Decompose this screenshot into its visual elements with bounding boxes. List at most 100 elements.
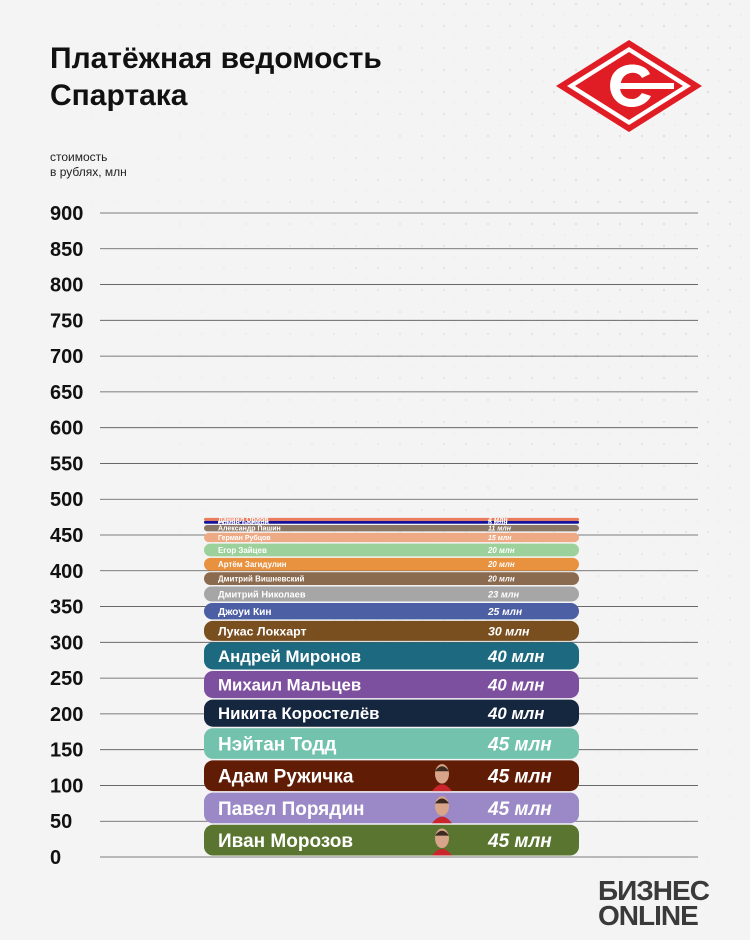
bar-segment: Дмитрий Вишневский 20 млн (204, 572, 579, 586)
bar-segment: Герман Рубцов 15 млн (204, 532, 579, 543)
bar-segment: Нэйтан Тодд 45 млн (204, 728, 579, 759)
bar-segment: Роман Бычков 6 млн (204, 520, 579, 527)
y-tick-label: 700 (50, 346, 83, 368)
bar-name-label: Никита Коростелёв (218, 704, 379, 723)
bar-value-label: 45 млн (487, 799, 552, 820)
bar-name-label: Адам Ружичка (218, 767, 354, 788)
bar-value-label: 11 млн (488, 526, 512, 533)
bar-value-label: 25 млн (487, 607, 522, 618)
y-tick-label: 600 (50, 418, 83, 440)
bar-rect (204, 670, 579, 699)
y-tick-label: 0 (50, 847, 61, 869)
player-photo-icon (432, 796, 452, 824)
bar-segment: Лукас Локхарт 30 млн (204, 620, 579, 641)
bar-rect (204, 699, 579, 727)
y-tick-label: 250 (50, 668, 83, 690)
bar-value-label: 45 млн (487, 831, 552, 852)
bar-name-label: Даниил Орлов (218, 517, 269, 524)
bar-segment: Даниил Орлов 4 млн (204, 517, 579, 524)
bar-segment: Артём Загидулин 20 млн (204, 557, 579, 571)
bar-value-label: 40 млн (487, 647, 544, 666)
bar-segment: Михаил Мальцев 40 млн (204, 670, 579, 699)
y-tick-label: 50 (50, 811, 72, 833)
spartak-logo-icon (556, 40, 702, 132)
bar-segment: Александр Пашин 11 млн (204, 524, 579, 533)
y-tick-label: 750 (50, 310, 83, 332)
bar-value-label: 6 млн (488, 520, 508, 527)
y-axis-label: стоимость в рублях, млн (50, 150, 127, 180)
player-photo-icon (432, 764, 452, 792)
bar-value-label: 45 млн (487, 767, 552, 788)
bar-rect (204, 602, 579, 620)
y-tick-label: 650 (50, 382, 83, 404)
y-axis-label-line-1: стоимость (50, 150, 108, 164)
bar-rect (204, 524, 579, 532)
player-photo-icon (432, 828, 452, 856)
y-tick-label: 850 (50, 239, 83, 261)
bar-segment: Егор Зайцев 20 млн (204, 543, 579, 557)
chart-title-line-1: Платёжная ведомость (50, 42, 382, 75)
bar-value-label: 23 млн (487, 589, 519, 599)
bar-value-label: 30 млн (488, 624, 530, 638)
y-tick-label: 450 (50, 525, 83, 547)
brand-line-2: ONLINE (598, 900, 699, 931)
bar-name-label: Дмитрий Николаев (218, 589, 306, 599)
bar-segment: Никита Коростелёв 40 млн (204, 699, 579, 727)
bar-value-label: 15 млн (488, 535, 512, 542)
y-tick-label: 150 (50, 740, 83, 762)
bar-segment: Адам Ружичка 45 млн (204, 760, 579, 792)
bar-name-label: Дмитрий Вишневский (218, 574, 304, 583)
bar-rect (204, 520, 579, 524)
bar-value-label: 4 млн (487, 517, 508, 524)
y-tick-label: 800 (50, 275, 83, 297)
bar-rect (204, 586, 579, 602)
bar-name-label: Лукас Локхарт (218, 624, 307, 638)
bar-rect (204, 824, 579, 856)
y-tick-label: 200 (50, 704, 83, 726)
bar-rect (204, 728, 579, 759)
bar-value-label: 20 млн (487, 574, 515, 583)
bar-value-label: 40 млн (487, 704, 544, 723)
bar-name-label: Павел Порядин (218, 799, 365, 820)
bar-rect (204, 620, 579, 641)
bar-name-label: Артём Загидулин (218, 560, 287, 569)
bar-name-label: Нэйтан Тодд (218, 734, 336, 755)
chart-title-line-2: Спартака (50, 79, 188, 112)
bar-rect (204, 572, 579, 586)
bar-rect (204, 760, 579, 792)
y-tick-label: 300 (50, 632, 83, 654)
bar-value-label: 20 млн (487, 546, 515, 555)
bar-value-label: 20 млн (487, 560, 515, 569)
y-tick-label: 550 (50, 453, 83, 475)
bar-name-label: Джоуи Кин (218, 607, 272, 618)
bar-name-label: Александр Пашин (218, 526, 281, 533)
y-tick-label: 900 (50, 203, 83, 225)
bar-name-label: Роман Бычков (218, 520, 270, 527)
brand-line-1: БИЗНЕС (598, 875, 710, 906)
bar-rect (204, 517, 579, 521)
y-tick-label: 100 (50, 775, 83, 797)
bar-segment: Андрей Миронов 40 млн (204, 642, 579, 670)
bar-name-label: Герман Рубцов (218, 534, 271, 542)
bar-segment: Павел Порядин 45 млн (204, 792, 579, 824)
chart-title: Платёжная ведомость Спартака (50, 40, 382, 114)
bar-rect (204, 642, 579, 670)
bar-segment: Иван Морозов 45 млн (204, 824, 579, 856)
bar-rect (204, 557, 579, 571)
bar-name-label: Михаил Мальцев (218, 676, 361, 695)
bar-rect (204, 792, 579, 824)
bar-rect (204, 532, 579, 543)
bar-segment: Дмитрий Николаев 23 млн (204, 586, 579, 602)
brand-logo: БИЗНЕС ONLINE (598, 875, 710, 931)
bar-segment: Джоуи Кин 25 млн (204, 602, 579, 620)
bar-rect (204, 543, 579, 557)
y-tick-label: 350 (50, 597, 83, 619)
bar-value-label: 40 млн (487, 676, 544, 695)
y-axis-label-line-2: в рублях, млн (50, 165, 127, 179)
bar-name-label: Иван Морозов (218, 831, 353, 852)
bar-value-label: 45 млн (487, 734, 552, 755)
bar-name-label: Егор Зайцев (218, 546, 267, 555)
y-tick-label: 500 (50, 489, 83, 511)
